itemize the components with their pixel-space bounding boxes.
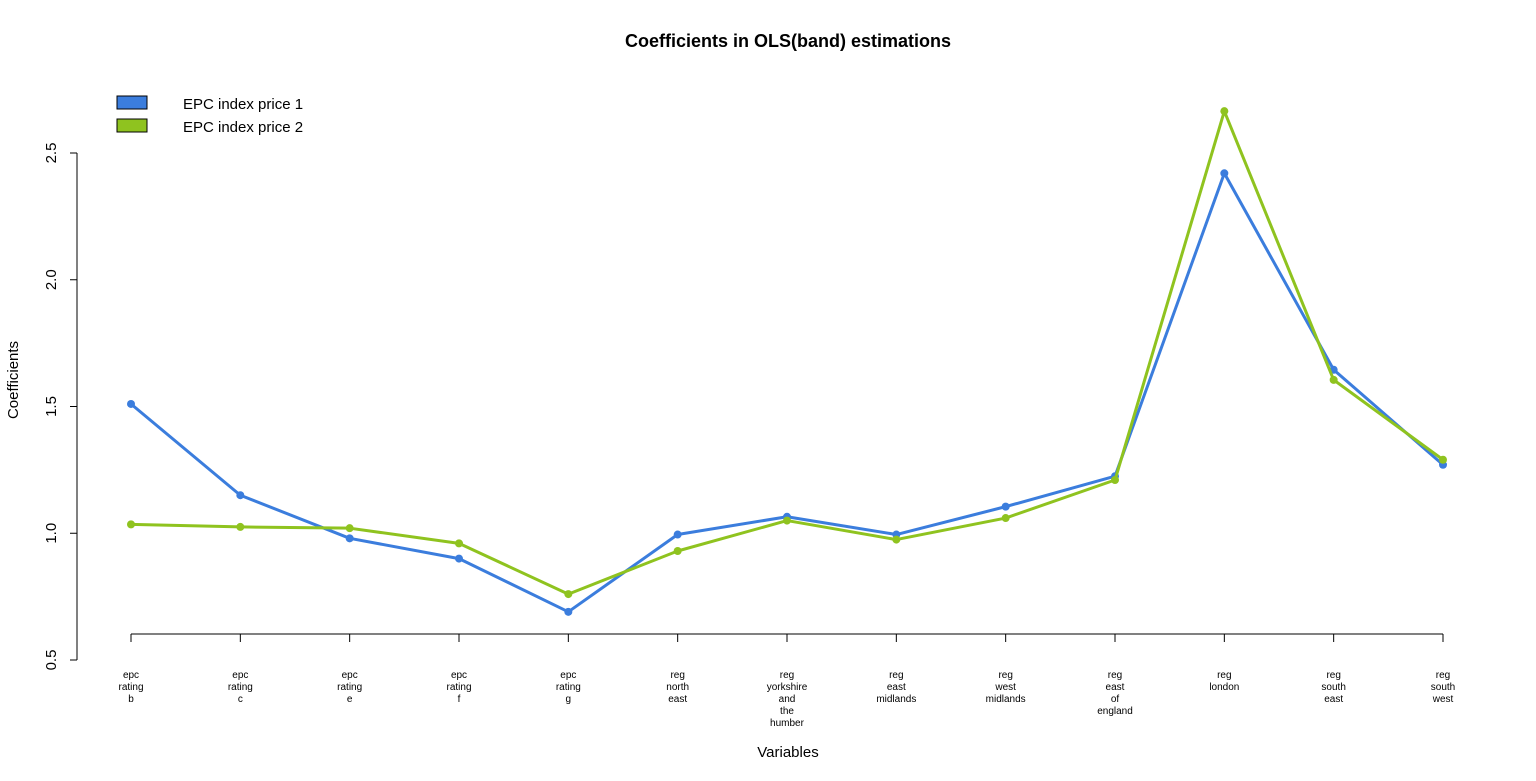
x-tick-label: reg west midlands: [986, 670, 1026, 705]
series-1-point: [236, 491, 245, 500]
x-tick-label: reg east of england: [1097, 670, 1133, 717]
x-tick-label: epc rating c: [228, 670, 253, 705]
series-2-point: [1439, 455, 1447, 464]
x-tick-label: reg north east: [666, 670, 689, 705]
y-tick-label: 2.5: [43, 143, 60, 164]
series-2-point: [345, 524, 354, 533]
series-2-point: [236, 522, 245, 531]
x-tick-label: epc rating g: [556, 670, 581, 705]
series-2-point: [455, 539, 463, 548]
x-tick-label: reg south east: [1321, 670, 1345, 705]
series-2-point: [564, 590, 573, 599]
legend-label-series-2: EPC index price 2: [183, 119, 303, 136]
x-tick-label: reg east midlands: [876, 670, 916, 705]
series-1-point: [673, 530, 682, 539]
y-tick-label: 0.5: [43, 650, 60, 671]
series-1-point: [127, 399, 135, 408]
series-1-point: [1001, 502, 1010, 511]
series-1-point: [455, 554, 463, 563]
series-2-point: [1001, 514, 1010, 523]
x-tick-label: reg yorkshire and the humber: [767, 670, 808, 729]
legend-swatch-series-2: [116, 118, 148, 133]
legend-label-series-1: EPC index price 1: [183, 96, 303, 113]
series-2-point: [1329, 375, 1338, 384]
y-axis: 0.5 1.0 1.5 2.0 2.5: [43, 143, 78, 671]
series-2-point: [783, 516, 791, 525]
series-1-point: [1220, 169, 1229, 178]
x-tick-label: epc rating e: [337, 670, 362, 705]
x-tick-label: reg south west: [1431, 670, 1455, 705]
series-1-point: [345, 534, 354, 543]
series-2-point: [892, 535, 901, 544]
x-tick-label: epc rating b: [118, 670, 143, 705]
y-tick-label: 2.0: [43, 269, 60, 290]
series-2-point: [127, 520, 135, 529]
x-tick-label: epc rating f: [446, 670, 471, 705]
legend-swatch-series-1: [116, 95, 148, 110]
chart-title: Coefficients in OLS(band) estimations: [625, 31, 951, 51]
y-tick-label: 1.5: [43, 396, 60, 417]
x-axis-label: Variables: [757, 744, 818, 761]
plot-series: [127, 107, 1447, 616]
series-line-1: [130, 171, 1444, 614]
x-axis: epc rating b epc rating c epc rating e epc rating f…: [118, 633, 1455, 729]
series-2-point: [1111, 476, 1119, 485]
y-axis-label: Coefficients: [5, 341, 22, 419]
legend: EPC index price 1 EPC index price 2: [116, 95, 303, 136]
series-2-point: [673, 546, 682, 555]
series-2-point: [1220, 107, 1229, 116]
x-tick-label: reg london: [1209, 670, 1239, 693]
y-tick-label: 1.0: [43, 523, 60, 544]
series-1-point: [564, 607, 573, 616]
